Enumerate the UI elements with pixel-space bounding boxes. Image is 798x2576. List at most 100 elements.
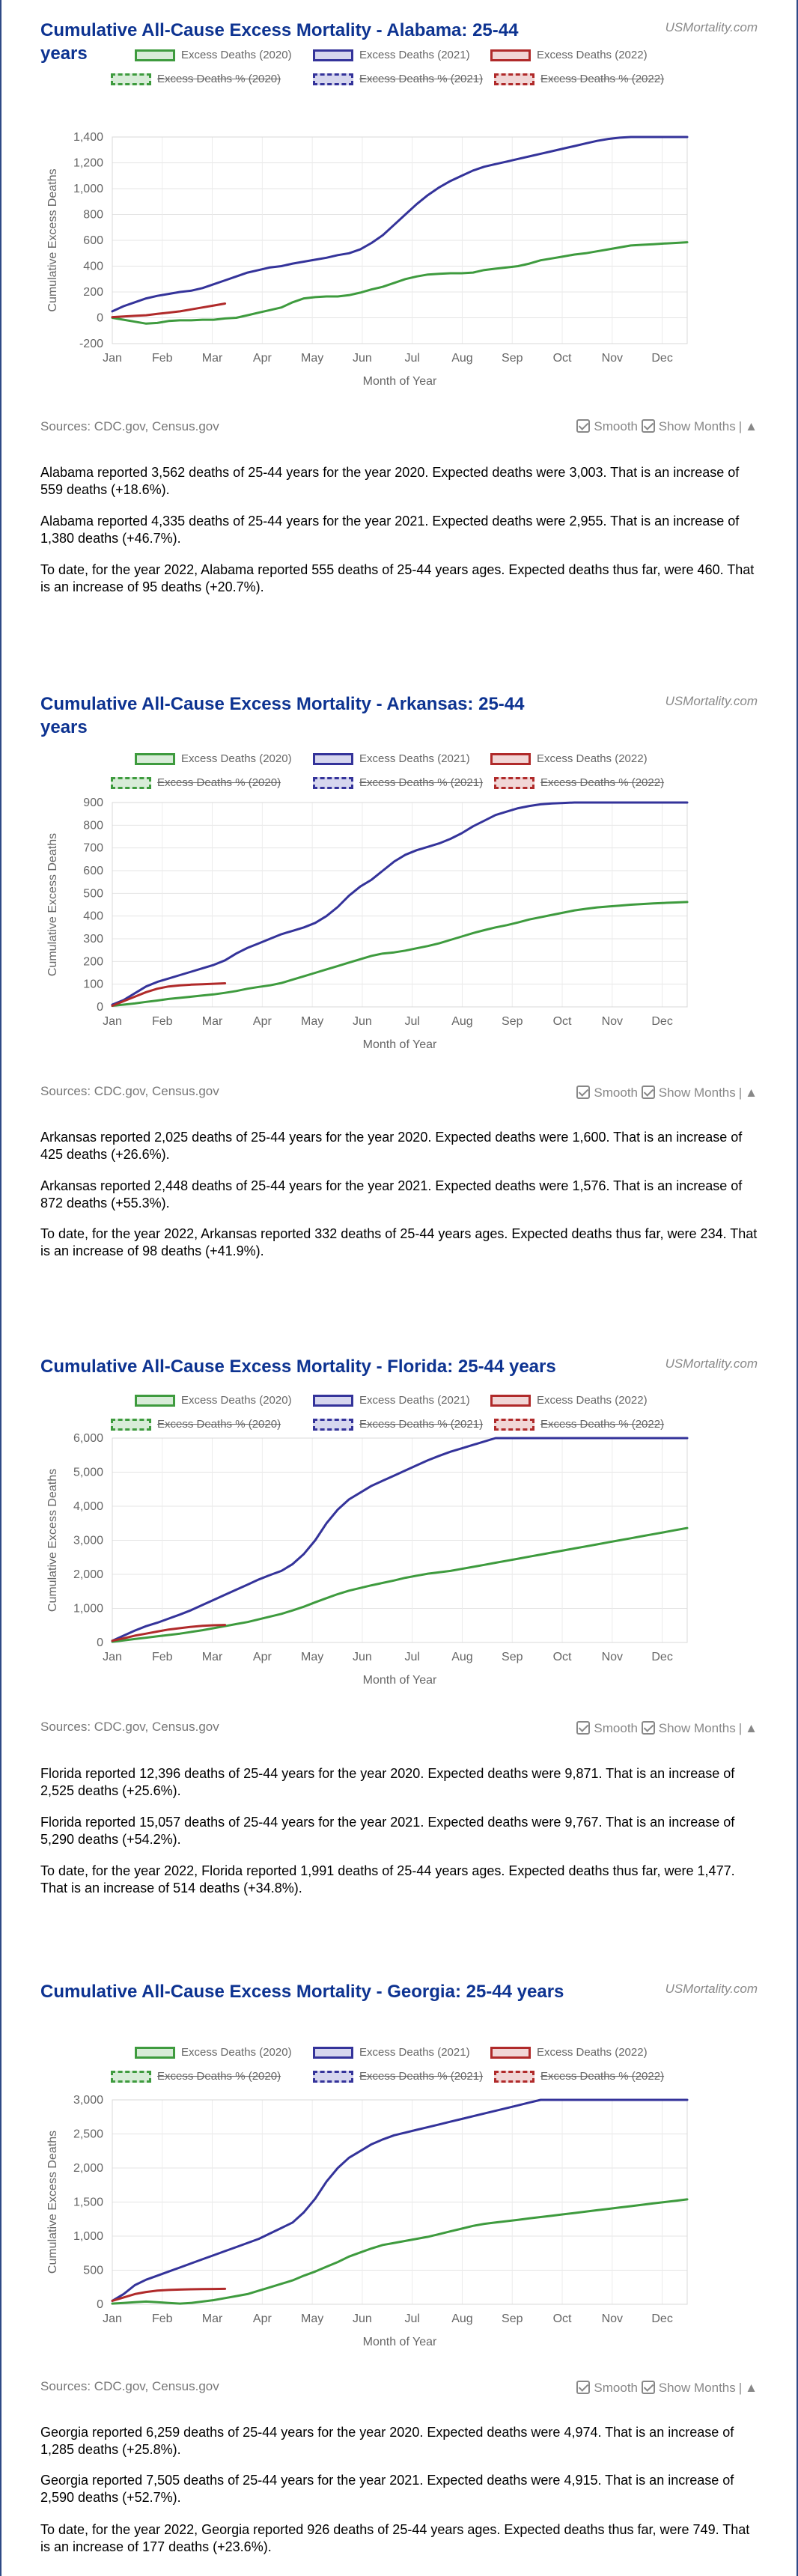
show-months-checkbox[interactable]: Show Months xyxy=(641,2381,736,2395)
x-tick-label: Feb xyxy=(152,1015,173,1028)
legend-swatch xyxy=(135,49,175,62)
summary-paragraph: To date, for the year 2022, Arkansas rep… xyxy=(40,1226,758,1258)
smooth-checkbox[interactable]: Smooth xyxy=(576,419,638,433)
chart-controls: Smooth Show Months | ▲ xyxy=(576,419,758,434)
legend-item[interactable]: Excess Deaths (2020) xyxy=(135,2046,292,2059)
legend-label: Excess Deaths (2022) xyxy=(537,2046,648,2059)
series-line xyxy=(111,801,689,1006)
legend-item[interactable]: Excess Deaths % (2020) xyxy=(111,73,281,86)
collapse-arrow-icon[interactable]: ▲ xyxy=(745,419,758,433)
x-tick-label: Aug xyxy=(451,2312,472,2325)
checkbox-icon xyxy=(576,419,591,433)
x-axis-label: Month of Year xyxy=(363,1674,437,1687)
legend-item[interactable]: Excess Deaths % (2022) xyxy=(494,2070,664,2083)
frame-left-border xyxy=(0,0,1,2576)
series-line xyxy=(111,2098,689,2302)
x-tick-label: Jul xyxy=(404,1015,419,1028)
collapse-arrow-icon[interactable]: ▲ xyxy=(745,2381,758,2395)
series-line xyxy=(111,1526,689,1643)
legend-item[interactable]: Excess Deaths % (2022) xyxy=(494,776,664,790)
series-line xyxy=(111,1437,689,1642)
legend-label: Excess Deaths (2021) xyxy=(359,2046,470,2059)
y-tick-label: 100 xyxy=(83,978,103,991)
frame-right-border xyxy=(797,0,798,2576)
x-tick-label: Jul xyxy=(404,1651,419,1663)
legend-item[interactable]: Excess Deaths (2021) xyxy=(313,1394,470,1407)
legend-item[interactable]: Excess Deaths (2020) xyxy=(135,752,292,766)
summary-paragraph: Alabama reported 4,335 deaths of 25-44 y… xyxy=(40,514,740,546)
legend-item[interactable]: Excess Deaths % (2020) xyxy=(111,776,281,790)
smooth-checkbox[interactable]: Smooth xyxy=(576,2381,638,2395)
legend-item[interactable]: Excess Deaths (2022) xyxy=(490,1394,648,1407)
y-tick-label: 300 xyxy=(83,933,103,946)
summary-paragraph: Arkansas reported 2,025 deaths of 25-44 … xyxy=(40,1130,743,1162)
legend-label: Excess Deaths % (2020) xyxy=(157,73,281,85)
x-tick-label: Nov xyxy=(602,2312,623,2325)
legend-label: Excess Deaths (2022) xyxy=(537,49,648,61)
collapse-arrow-icon[interactable]: ▲ xyxy=(745,1721,758,1735)
show-months-checkbox[interactable]: Show Months xyxy=(641,1085,736,1100)
show-months-checkbox[interactable]: Show Months xyxy=(641,419,736,433)
legend-label: Excess Deaths % (2021) xyxy=(359,2070,484,2083)
brand-watermark: USMortality.com xyxy=(665,20,758,34)
summary-paragraph: Florida reported 12,396 deaths of 25-44 … xyxy=(40,1766,735,1798)
checkbox-icon xyxy=(641,419,655,433)
legend-item[interactable]: Excess Deaths (2020) xyxy=(135,1394,292,1407)
legend-item[interactable]: Excess Deaths % (2020) xyxy=(111,2070,281,2083)
series-line xyxy=(111,241,689,325)
legend-swatch xyxy=(490,753,531,766)
legend-label: Excess Deaths (2022) xyxy=(537,752,648,765)
legend-item[interactable]: Excess Deaths (2021) xyxy=(313,2046,470,2059)
plot-area xyxy=(112,802,688,1008)
collapse-arrow-icon[interactable]: ▲ xyxy=(745,1085,758,1100)
x-tick-label: Apr xyxy=(253,1015,272,1028)
x-tick-label: Jan xyxy=(103,352,122,365)
legend-swatch xyxy=(135,2047,175,2059)
x-tick-label: Dec xyxy=(651,352,672,365)
legend-item[interactable]: Excess Deaths % (2021) xyxy=(313,1418,483,1431)
legend-item[interactable]: Excess Deaths (2021) xyxy=(313,49,470,62)
plot-area xyxy=(112,2099,688,2305)
summary-paragraph: Arkansas reported 2,448 deaths of 25-44 … xyxy=(40,1178,743,1211)
legend-item[interactable]: Excess Deaths (2020) xyxy=(135,49,292,62)
y-tick-label: 800 xyxy=(83,819,103,832)
series-line xyxy=(111,302,227,319)
show-months-checkbox[interactable]: Show Months xyxy=(641,1721,736,1735)
smooth-label: Smooth xyxy=(594,2381,639,2395)
legend-item[interactable]: Excess Deaths (2022) xyxy=(490,752,648,766)
summary-paragraph: Florida reported 15,057 deaths of 25-44 … xyxy=(40,1815,735,1847)
x-tick-label: May xyxy=(301,1651,323,1663)
legend-item[interactable]: Excess Deaths (2022) xyxy=(490,2046,648,2059)
y-tick-label: 400 xyxy=(83,261,103,273)
brand-watermark: USMortality.com xyxy=(665,1356,758,1371)
x-tick-label: Feb xyxy=(152,1651,173,1663)
x-tick-label: Nov xyxy=(602,352,623,365)
legend-item[interactable]: Excess Deaths (2021) xyxy=(313,752,470,766)
legend-item[interactable]: Excess Deaths % (2021) xyxy=(313,73,483,86)
checkbox-icon xyxy=(641,1085,655,1099)
x-tick-label: Aug xyxy=(451,1015,472,1028)
y-tick-label: 900 xyxy=(83,797,103,809)
legend-item[interactable]: Excess Deaths % (2021) xyxy=(313,2070,483,2083)
legend-item[interactable]: Excess Deaths % (2022) xyxy=(494,1418,664,1431)
legend-label: Excess Deaths % (2021) xyxy=(359,1418,484,1431)
show-months-label: Show Months xyxy=(658,1085,736,1100)
plot-area xyxy=(112,1437,688,1643)
legend-item[interactable]: Excess Deaths % (2022) xyxy=(494,73,664,86)
y-tick-label: 600 xyxy=(83,234,103,247)
x-tick-label: Apr xyxy=(253,2312,272,2325)
legend-swatch xyxy=(111,1419,151,1431)
x-tick-label: Jan xyxy=(103,1651,122,1663)
legend-label: Excess Deaths % (2021) xyxy=(359,776,484,789)
x-tick-label: Feb xyxy=(152,2312,173,2325)
summary-paragraph: Georgia reported 6,259 deaths of 25-44 y… xyxy=(40,2425,734,2457)
checkbox-icon xyxy=(641,2381,655,2394)
smooth-label: Smooth xyxy=(594,1721,639,1735)
legend-item[interactable]: Excess Deaths % (2021) xyxy=(313,776,484,790)
sources-text: Sources: CDC.gov, Census.gov xyxy=(40,419,219,433)
smooth-checkbox[interactable]: Smooth xyxy=(576,1085,638,1100)
y-tick-label: 5,000 xyxy=(73,1467,103,1479)
legend-item[interactable]: Excess Deaths % (2020) xyxy=(111,1418,281,1431)
legend-item[interactable]: Excess Deaths (2022) xyxy=(490,49,648,62)
smooth-checkbox[interactable]: Smooth xyxy=(576,1721,638,1735)
